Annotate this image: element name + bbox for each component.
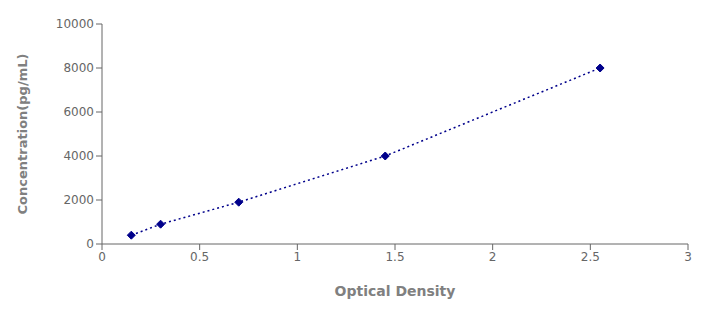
svg-text:2000: 2000 (63, 193, 94, 207)
svg-text:8000: 8000 (63, 61, 94, 75)
svg-text:0: 0 (86, 237, 94, 251)
svg-text:3: 3 (684, 250, 692, 264)
svg-text:0.5: 0.5 (190, 250, 209, 264)
svg-text:6000: 6000 (63, 105, 94, 119)
svg-text:Optical Density: Optical Density (335, 283, 456, 299)
svg-text:1: 1 (294, 250, 302, 264)
svg-text:4000: 4000 (63, 149, 94, 163)
svg-text:10000: 10000 (56, 17, 94, 31)
svg-text:0: 0 (98, 250, 106, 264)
svg-text:2: 2 (489, 250, 497, 264)
svg-text:1.5: 1.5 (385, 250, 404, 264)
svg-text:2.5: 2.5 (581, 250, 600, 264)
svg-text:Concentration(pg/mL): Concentration(pg/mL) (15, 54, 30, 215)
